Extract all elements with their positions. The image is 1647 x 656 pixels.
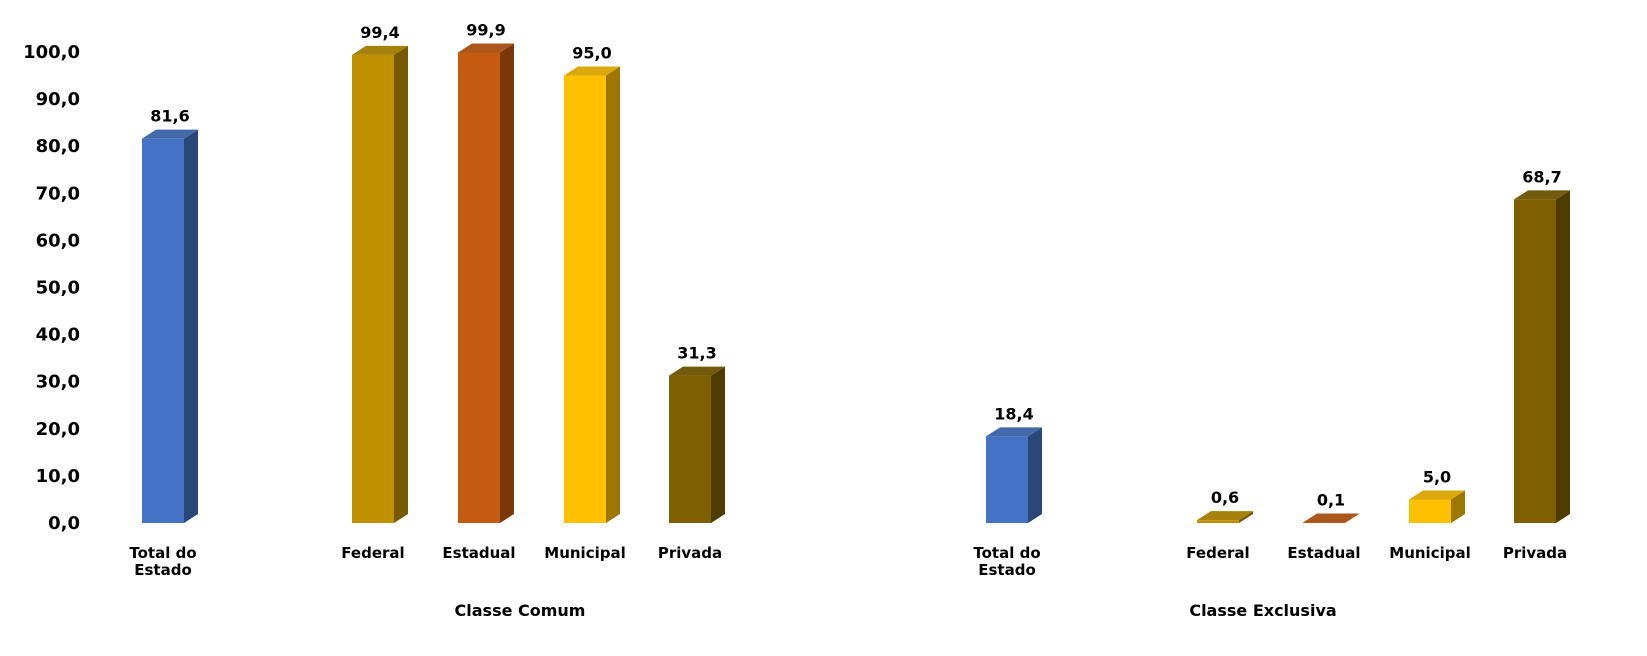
bar-classe-comum-federal xyxy=(352,54,394,524)
bar-top-face xyxy=(1514,190,1570,200)
y-tick-label: 40,0 xyxy=(36,325,80,346)
bar-side-face xyxy=(500,43,514,523)
data-label: 68,7 xyxy=(1522,167,1561,186)
bar-side-face xyxy=(606,66,620,524)
data-label: 31,3 xyxy=(677,344,716,363)
y-tick-label: 80,0 xyxy=(36,136,80,157)
category-label: Municipal xyxy=(544,544,625,562)
data-label: 99,4 xyxy=(360,23,399,42)
data-label: 0,1 xyxy=(1317,491,1345,510)
bar-side-face xyxy=(1345,513,1359,523)
y-tick-label: 90,0 xyxy=(36,89,80,110)
bar-classe-comum-municipal xyxy=(564,75,606,524)
category-label: Total do Estado xyxy=(973,544,1040,579)
bar-top-face xyxy=(564,66,620,76)
bar-top-face xyxy=(458,43,514,53)
bar-side-face xyxy=(1239,511,1253,523)
category-label: Municipal xyxy=(1389,544,1470,562)
bar-top-face xyxy=(1197,511,1253,521)
category-label: Privada xyxy=(1503,544,1567,562)
y-tick-label: 100,0 xyxy=(23,42,80,63)
y-tick-label: 0,0 xyxy=(48,513,80,534)
data-label: 81,6 xyxy=(150,107,189,126)
bar-top-face xyxy=(986,427,1042,437)
bar-side-face xyxy=(1451,490,1465,523)
category-label: Federal xyxy=(1186,544,1249,562)
bar-classe-comum-total-do-estado xyxy=(142,138,184,523)
y-tick-label: 70,0 xyxy=(36,183,80,204)
data-label: 95,0 xyxy=(572,44,611,63)
bar-classe-exclusiva-federal xyxy=(1197,520,1239,523)
y-tick-label: 50,0 xyxy=(36,278,80,299)
bar-classe-exclusiva-estadual xyxy=(1303,522,1345,524)
category-label: Total do Estado xyxy=(129,544,196,579)
bar-side-face xyxy=(394,45,408,524)
bar-classe-comum-privada xyxy=(669,375,711,523)
bar-classe-exclusiva-municipal xyxy=(1409,499,1451,523)
bar-top-face xyxy=(1303,513,1359,523)
bar-side-face xyxy=(1556,190,1570,523)
group-label: Classe Exclusiva xyxy=(1189,601,1336,620)
bar-side-face xyxy=(1028,427,1042,523)
group-label: Classe Comum xyxy=(455,601,586,620)
y-tick-label: 10,0 xyxy=(36,466,80,487)
bar-top-face xyxy=(669,366,725,376)
bar-classe-exclusiva-total-do-estado xyxy=(986,436,1028,523)
bar-top-face xyxy=(142,129,198,139)
bar-classe-comum-estadual xyxy=(458,52,500,523)
data-label: 5,0 xyxy=(1423,467,1451,486)
data-label: 0,6 xyxy=(1211,488,1239,507)
data-label: 18,4 xyxy=(994,404,1033,423)
bar-top-face xyxy=(1409,490,1465,500)
bar-side-face xyxy=(711,366,725,523)
category-label: Federal xyxy=(341,544,404,562)
y-tick-label: 60,0 xyxy=(36,230,80,251)
data-label: 99,9 xyxy=(466,20,505,39)
y-tick-label: 30,0 xyxy=(36,372,80,393)
bar-top-face xyxy=(352,45,408,55)
bar-side-face xyxy=(184,129,198,523)
category-label: Privada xyxy=(658,544,722,562)
category-label: Estadual xyxy=(442,544,515,562)
category-label: Estadual xyxy=(1287,544,1360,562)
bar-classe-exclusiva-privada xyxy=(1514,199,1556,523)
y-tick-label: 20,0 xyxy=(36,419,80,440)
